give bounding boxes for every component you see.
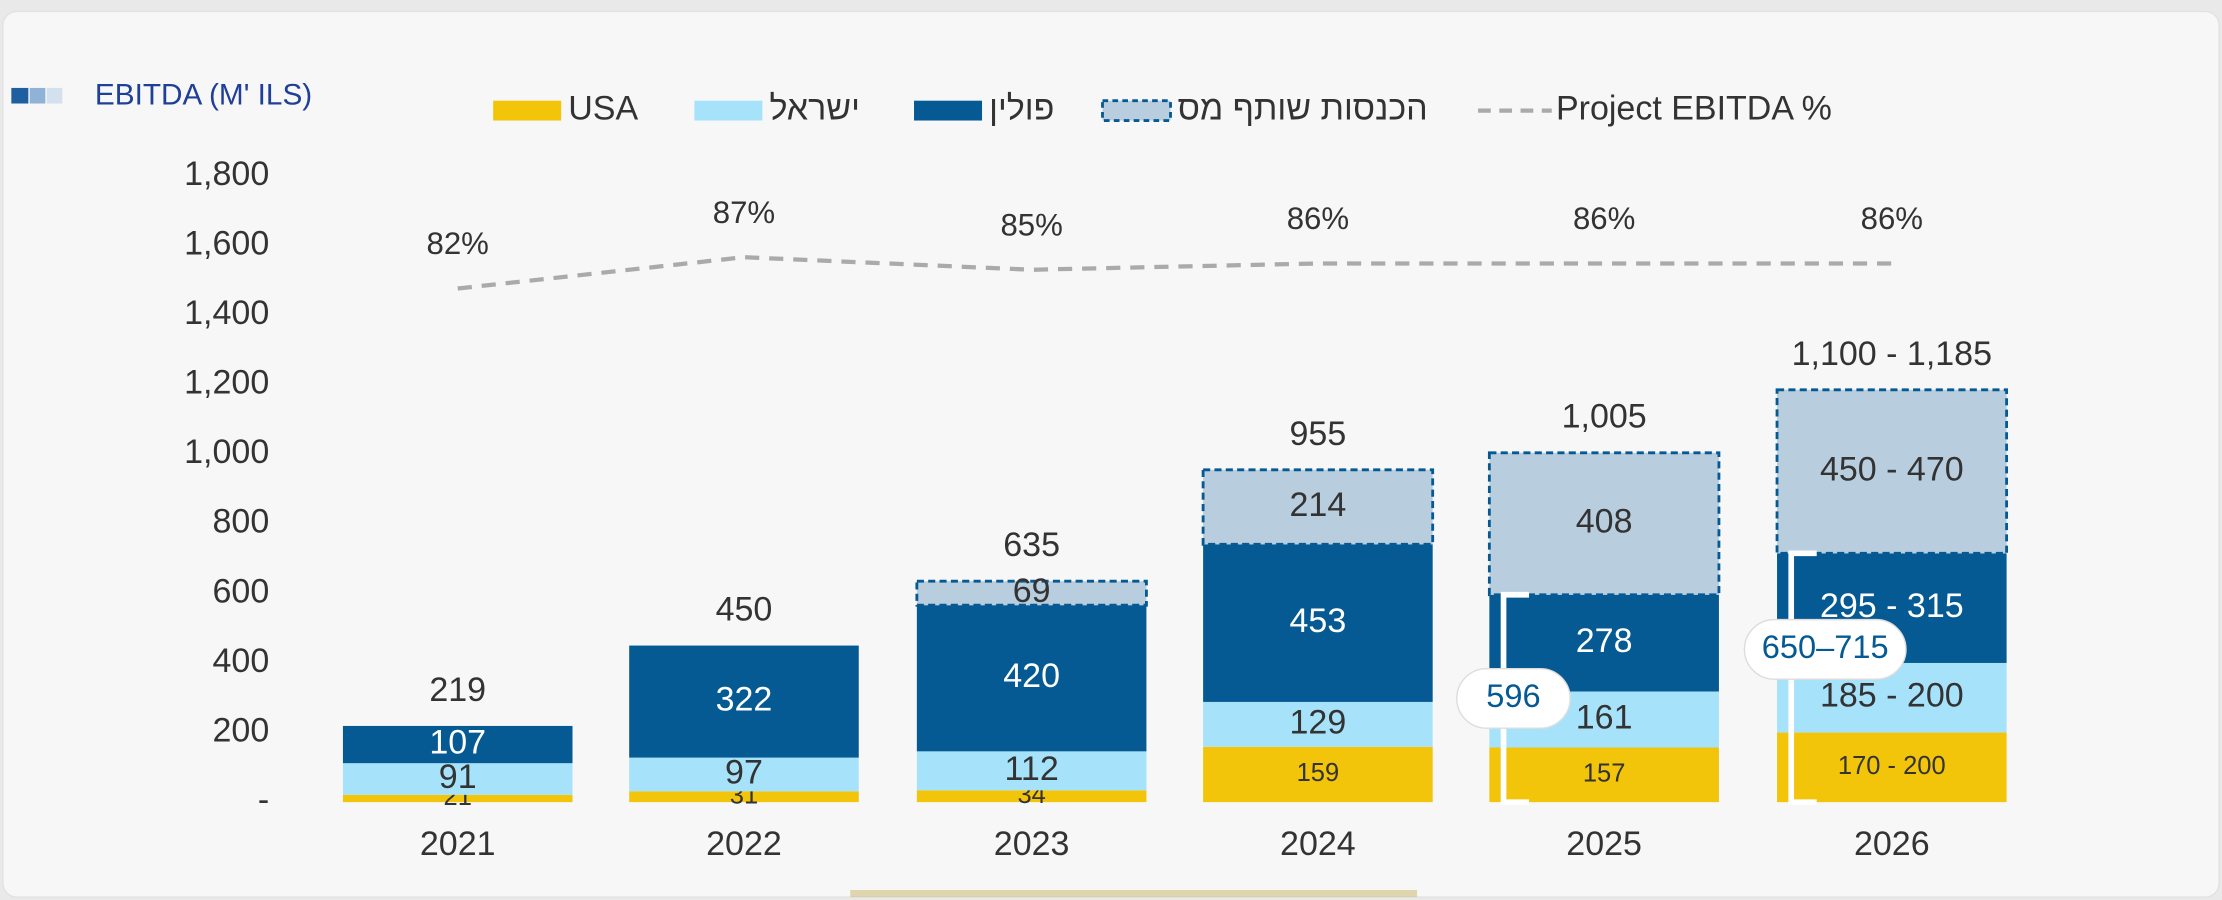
y-tick-label: 600 [213,572,270,610]
bar-segment [916,751,1147,791]
line-label: 86% [1861,201,1923,236]
annotation: 596 [1486,677,1540,714]
x-tick-label: 2024 [1280,825,1356,863]
data-label: 453 [1290,602,1347,640]
data-label: 161 [1576,698,1633,736]
title-icon [11,87,29,104]
data-label: 112 [1005,750,1059,788]
x-tick-label: 2023 [994,825,1070,863]
bar-segment [1201,468,1435,546]
data-label: 97 [725,753,763,791]
data-label: 278 [1576,622,1633,660]
data-label: 322 [716,681,773,719]
y-tick-label: 800 [213,503,270,541]
y-tick-label: 1,200 [184,364,269,402]
data-label: 450 - 470 [1820,451,1964,489]
data-label: 420 [1003,657,1060,695]
bar-segment [1487,451,1721,597]
legend-label: פולין [989,90,1054,128]
line-label: 85% [1000,207,1062,242]
legend-swatch [1101,99,1172,122]
annotation-bubble [1456,667,1571,729]
annotation: 650–715 [1762,628,1889,665]
data-label: 157 [1583,760,1626,788]
y-tick-label: 1,800 [184,155,269,193]
data-label: 170 - 200 [1838,752,1946,780]
line-label: 87% [713,195,775,230]
total-label: 635 [1003,526,1060,564]
y-tick-label: 200 [213,712,270,750]
line-label: 86% [1287,201,1349,236]
bar-segment [629,791,859,803]
bar-segment [916,790,1147,803]
total-label: 450 [716,591,773,629]
bar-segment [1775,388,2009,555]
bar-segment [342,725,573,764]
bar-segment [342,763,573,795]
legend-label: ישראל [769,90,859,128]
x-tick-label: 2021 [420,825,496,863]
legend-swatch [914,100,983,121]
y-tick-label: 1,000 [184,433,269,471]
line-label: 86% [1573,201,1635,236]
y-tick-label: - [258,781,269,819]
data-label: 185 - 200 [1820,677,1964,715]
total-label: 1,100 - 1,185 [1792,335,1992,373]
total-label: 955 [1290,415,1347,453]
bar-segment [1203,746,1433,803]
legend-swatch [493,100,562,121]
title-icon [46,87,63,104]
y-tick-label: 400 [213,642,270,680]
bar-segment [915,579,1148,607]
chart-title: EBITDA (M' ILS) [95,78,312,111]
decor [850,890,1418,898]
data-label: 159 [1297,759,1340,787]
bar-segment [1203,544,1433,702]
data-label: 408 [1576,503,1633,541]
total-label: 219 [429,671,486,709]
title-icon [29,87,46,104]
legend-swatch [694,100,763,121]
bar-segment [629,645,859,758]
data-label: 295 - 315 [1820,587,1964,625]
legend-label: הכנסות שותף מס [1178,90,1428,128]
x-tick-label: 2026 [1854,825,1930,863]
x-tick-label: 2025 [1566,825,1642,863]
bar-segment [342,794,573,803]
bar-segment [916,605,1147,752]
data-label: 214 [1290,486,1347,524]
bar-segment [1777,732,2007,803]
data-label: 107 [429,724,486,762]
annotation-bubble [1743,618,1907,680]
total-label: 1,005 [1562,397,1647,435]
legend-label: Project EBITDA % [1556,90,1832,128]
data-label: 91 [439,758,477,796]
legend-label: USA [568,90,638,128]
y-tick-label: 1,600 [184,224,269,262]
bar-segment [1489,747,1719,803]
x-tick-label: 2022 [706,825,782,863]
y-tick-label: 1,400 [184,294,269,332]
data-label: 129 [1290,703,1347,741]
bar-segment [629,757,859,792]
data-label: 69 [1013,572,1051,610]
line-label: 82% [427,226,489,261]
bar-segment [1203,701,1433,747]
